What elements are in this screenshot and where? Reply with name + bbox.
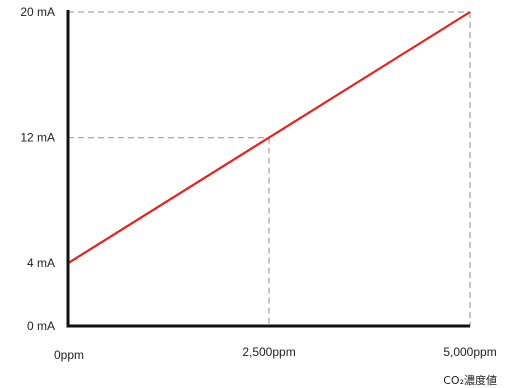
y-tick-label: 20 mA [20, 5, 55, 19]
x-tick-labels: 0ppm 2,500ppm 5,000ppm [54, 345, 497, 362]
x-axis-unit-label: CO₂濃度値 [443, 373, 497, 387]
series-layer [67, 11, 471, 265]
axes [66, 10, 470, 328]
x-tick-label: 2,500ppm [242, 345, 295, 359]
y-tick-label: 4 mA [27, 256, 55, 270]
x-tick-label: 5,000ppm [443, 345, 496, 359]
x-tick-label: 0ppm [54, 348, 84, 362]
series-line-0 [67, 11, 471, 265]
guide-lines [68, 11, 471, 326]
y-tick-label: 0 mA [27, 319, 55, 333]
y-tick-label: 12 mA [20, 131, 55, 145]
y-tick-labels: 0 mA 4 mA 12 mA 20 mA [20, 5, 55, 333]
